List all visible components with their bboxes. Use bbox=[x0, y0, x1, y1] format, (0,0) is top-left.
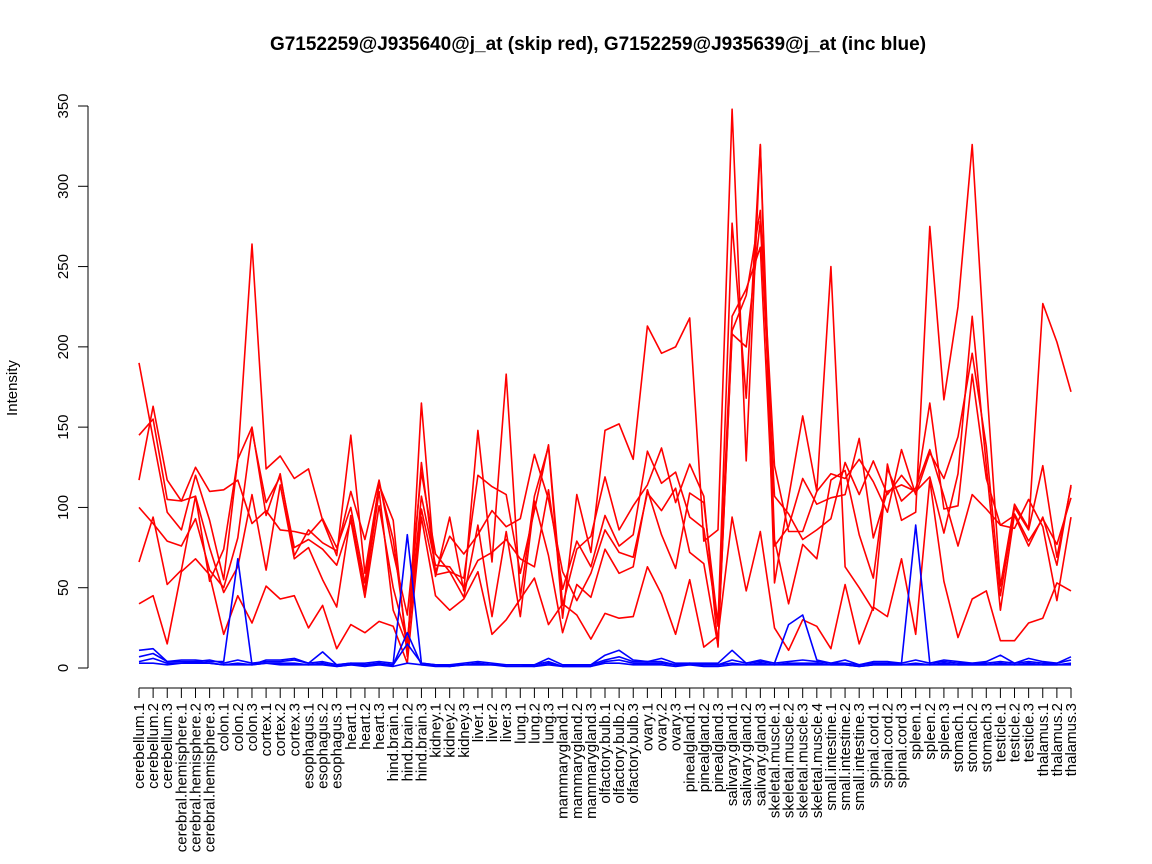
x-tick-label: spleen.1 bbox=[908, 703, 925, 760]
series-line-10 bbox=[139, 662, 1071, 668]
series-line-2 bbox=[138, 209, 1072, 648]
chart-title: G7152259@J935640@j_at (skip red), G71522… bbox=[270, 34, 926, 55]
x-tick-label: skeletal.muscle.3 bbox=[795, 703, 812, 818]
x-tick-label: spinal.cord.3 bbox=[894, 703, 911, 788]
series-line-8 bbox=[138, 643, 1072, 668]
x-tick-label: stomach.1 bbox=[950, 703, 967, 772]
x-tick-label: small.intestine.2 bbox=[837, 703, 854, 811]
series-layer bbox=[138, 108, 1072, 668]
x-tick-label: hind.brain.3 bbox=[413, 703, 430, 781]
x-tick-label: cerebral.hemisphere.1 bbox=[173, 703, 190, 852]
x-tick-label: ovary.1 bbox=[639, 703, 656, 751]
series-line-7 bbox=[138, 524, 1072, 666]
x-tick-label: cortex.1 bbox=[258, 703, 275, 756]
x-tick-label: mammarygland.3 bbox=[583, 703, 600, 819]
x-tick-label: testicle.3 bbox=[1021, 703, 1038, 762]
x-axis: cerebellum.1cerebellum.2cerebellum.3cere… bbox=[131, 687, 1080, 852]
x-tick-label: spleen.2 bbox=[922, 703, 939, 760]
x-tick-label: salivary.gland.2 bbox=[738, 703, 755, 806]
x-tick-label: lung.2 bbox=[526, 703, 543, 744]
x-tick-label: olfactory.bulb.1 bbox=[597, 703, 614, 804]
x-tick-label: liver.3 bbox=[498, 703, 515, 742]
x-tick-label: olfactory.bulb.2 bbox=[611, 703, 628, 804]
y-tick-label: 250 bbox=[55, 254, 72, 279]
x-tick-label: testicle.1 bbox=[992, 703, 1009, 762]
x-tick-label: esophagus.1 bbox=[301, 703, 318, 789]
y-tick-label: 0 bbox=[55, 664, 72, 672]
x-tick-label: mammarygland.1 bbox=[555, 703, 572, 819]
y-tick-label: 300 bbox=[55, 174, 72, 199]
y-axis: 0 50 100 150 200 250 300 350 bbox=[55, 93, 89, 672]
x-tick-label: colon.2 bbox=[230, 703, 247, 751]
x-tick-label: hind.brain.2 bbox=[399, 703, 416, 781]
x-tick-label: ovary.3 bbox=[668, 703, 685, 751]
x-tick-label: skeletal.muscle.2 bbox=[781, 703, 798, 818]
x-tick-label: esophagus.3 bbox=[329, 703, 346, 789]
series-line-9 bbox=[138, 631, 1072, 668]
x-tick-label: salivary.gland.1 bbox=[724, 703, 741, 806]
x-tick-label: ovary.2 bbox=[654, 703, 671, 751]
x-tick-label: stomach.2 bbox=[964, 703, 981, 772]
x-tick-label: stomach.3 bbox=[978, 703, 995, 772]
series-line-1 bbox=[138, 108, 1072, 658]
x-tick-label: thalamus.1 bbox=[1035, 703, 1052, 776]
x-tick-label: cerebellum.1 bbox=[131, 703, 148, 789]
y-tick-label: 150 bbox=[55, 415, 72, 440]
x-tick-label: olfactory.bulb.3 bbox=[625, 703, 642, 804]
x-tick-label: hind.brain.1 bbox=[385, 703, 402, 781]
x-tick-label: spleen.3 bbox=[936, 703, 953, 760]
x-tick-label: kidney.3 bbox=[456, 703, 473, 758]
x-tick-label: salivary.gland.3 bbox=[752, 703, 769, 806]
x-tick-label: colon.1 bbox=[216, 703, 233, 751]
x-tick-label: cerebral.hemisphere.3 bbox=[202, 703, 219, 852]
x-tick-label: lung.3 bbox=[541, 703, 558, 744]
x-tick-label: cerebral.hemisphere.2 bbox=[188, 703, 205, 852]
x-tick-label: cerebellum.2 bbox=[145, 703, 162, 789]
x-tick-label: mammarygland.2 bbox=[569, 703, 586, 819]
x-tick-label: small.intestine.3 bbox=[851, 703, 868, 811]
x-tick-label: thalamus.3 bbox=[1063, 703, 1080, 776]
series-line-3 bbox=[138, 220, 1072, 647]
x-tick-label: kidney.1 bbox=[428, 703, 445, 758]
x-tick-label: heart.1 bbox=[343, 703, 360, 750]
x-tick-label: pinealgland.3 bbox=[710, 703, 727, 792]
x-tick-label: heart.3 bbox=[371, 703, 388, 750]
x-tick-label: skeletal.muscle.1 bbox=[767, 703, 784, 818]
x-tick-label: skeletal.muscle.4 bbox=[809, 703, 826, 818]
y-tick-label: 200 bbox=[55, 334, 72, 359]
x-tick-label: esophagus.2 bbox=[315, 703, 332, 789]
series-line-6 bbox=[138, 479, 1072, 665]
x-tick-label: spinal.cord.1 bbox=[865, 703, 882, 788]
y-tick-label: 100 bbox=[55, 495, 72, 520]
x-tick-label: pinealgland.1 bbox=[682, 703, 699, 792]
x-tick-label: liver.1 bbox=[470, 703, 487, 742]
y-axis-label: Intensity bbox=[4, 360, 21, 416]
y-tick-label: 50 bbox=[55, 579, 72, 596]
x-tick-label: spinal.cord.2 bbox=[879, 703, 896, 788]
x-tick-label: testicle.2 bbox=[1007, 703, 1024, 762]
x-tick-label: lung.1 bbox=[512, 703, 529, 744]
series-line-5 bbox=[138, 143, 1072, 647]
x-tick-label: small.intestine.1 bbox=[823, 703, 840, 811]
x-tick-label: cortex.2 bbox=[272, 703, 289, 756]
x-tick-label: kidney.2 bbox=[442, 703, 459, 758]
x-tick-label: cortex.3 bbox=[286, 703, 303, 756]
x-tick-label: pinealgland.2 bbox=[696, 703, 713, 792]
x-tick-label: thalamus.2 bbox=[1049, 703, 1066, 776]
x-tick-label: colon.3 bbox=[244, 703, 261, 751]
x-tick-label: liver.2 bbox=[484, 703, 501, 742]
y-tick-label: 350 bbox=[55, 93, 72, 118]
series-line-4 bbox=[138, 246, 1072, 644]
x-tick-label: cerebellum.3 bbox=[159, 703, 176, 789]
x-tick-label: heart.2 bbox=[357, 703, 374, 750]
